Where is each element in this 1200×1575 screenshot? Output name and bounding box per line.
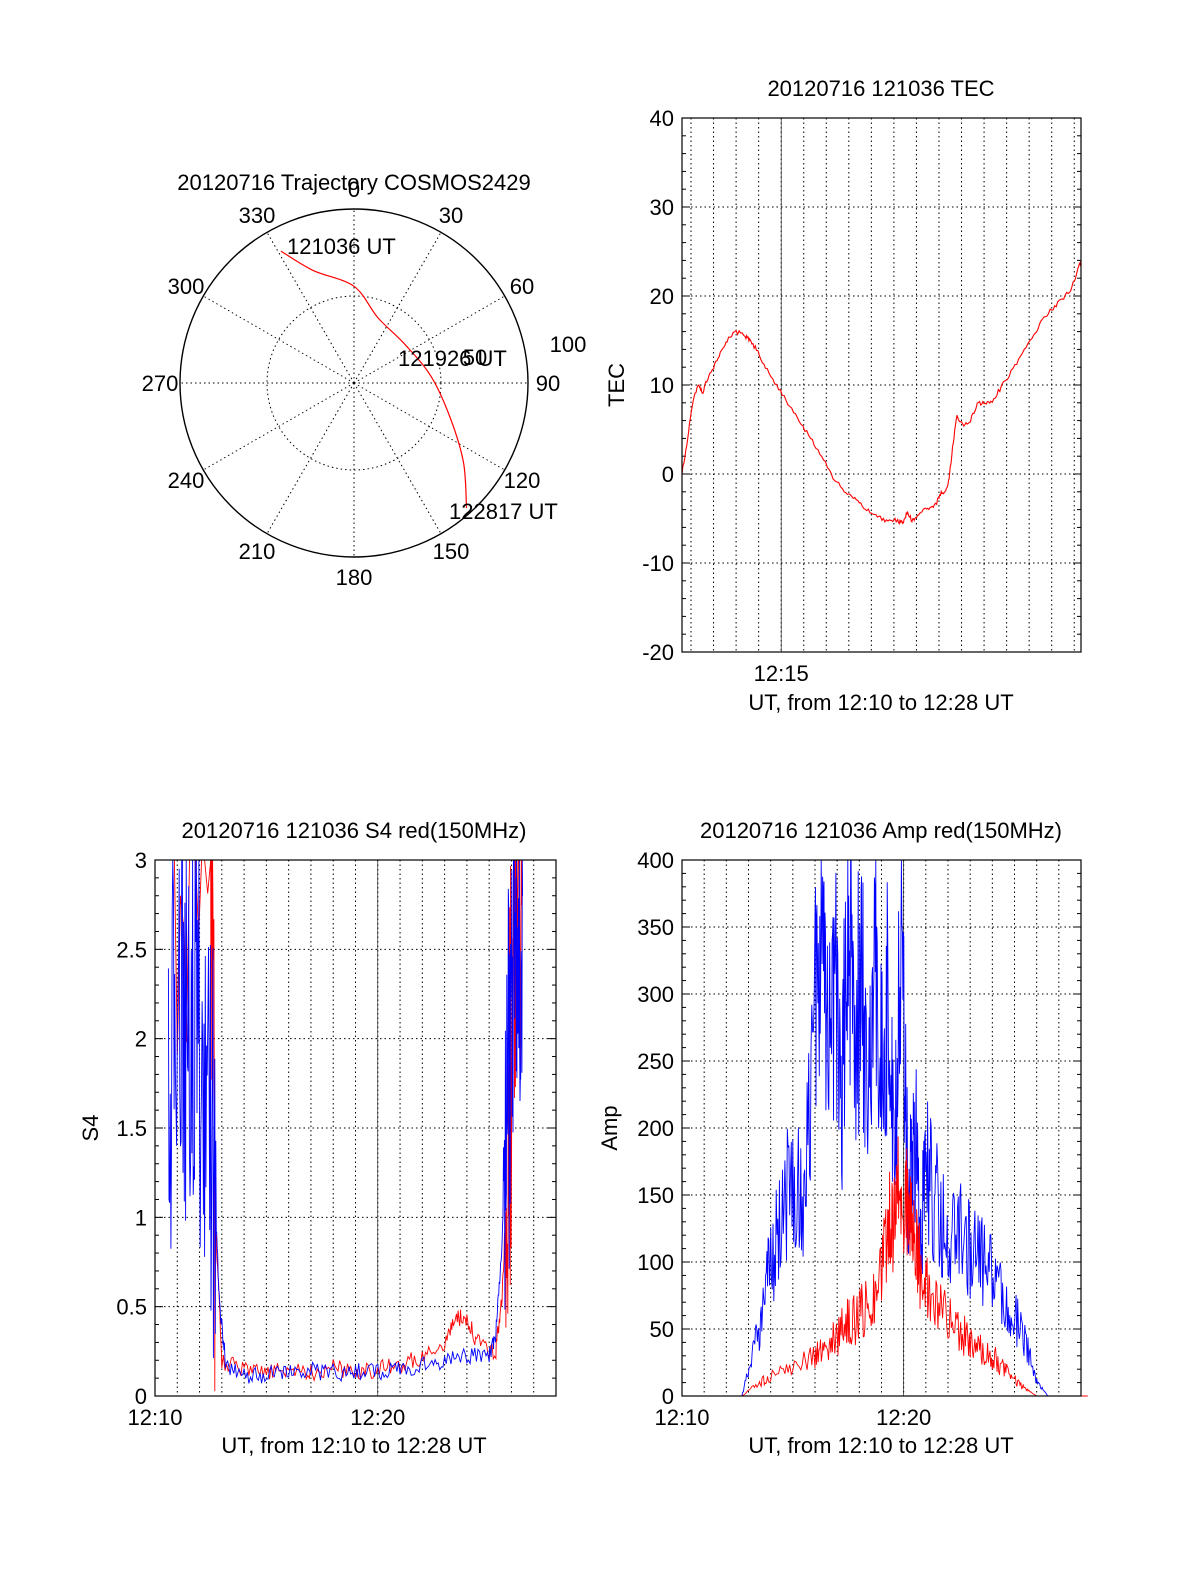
s4-x-tick-label: 12:10 [127,1405,182,1430]
tec-series-red-line [681,260,1082,526]
amp-panel: 20120716 121036 Amp red(150MHz) 400 350 30… [597,818,1088,1458]
tec-y-tick-label: -20 [642,640,674,665]
amp-y-tick-label: 300 [637,982,674,1007]
polar-azimuth-label-300: 300 [168,274,205,299]
polar-elevation-label-100: 100 [550,332,587,357]
amp-series-red-line [695,1136,1088,1397]
s4-x-tick-labels: 12:10 12:20 [127,1405,405,1430]
s4-y-tick-label: 0.5 [116,1295,147,1320]
polar-spoke-330 [266,232,355,384]
amp-y-tick-label: 200 [637,1116,674,1141]
polar-azimuth-label-0: 0 [348,177,360,202]
amp-plot-frame [681,859,1082,1397]
tec-title: 20120716 121036 TEC [767,76,994,101]
tec-y-axis-label: TEC [604,363,629,407]
tec-grid [682,117,1081,653]
polar-azimuth-labels: 0 30 60 90 120 150 180 210 240 270 300 330 [142,177,561,590]
polar-azimuth-label-330: 330 [239,203,276,228]
amp-series-blue-line [695,859,1088,1397]
s4-series-blue-line [167,859,524,1384]
tec-x-tick-labels: 12:15 [754,661,809,686]
polar-spoke-300 [203,295,355,384]
polar-spoke-30 [353,232,442,384]
polar-elevation-label-50: 50 [463,345,487,370]
tec-plot-frame [681,117,1082,653]
tec-y-tick-label: 0 [662,462,674,487]
s4-y-tick-label: 1.5 [116,1116,147,1141]
tec-series [681,260,1082,526]
s4-y-tick-label: 3 [135,848,147,873]
polar-outer-circle [179,208,529,558]
polar-azimuth-label-90: 90 [536,371,560,396]
polar-grid [179,208,529,558]
s4-title: 20120716 121036 S4 red(150MHz) [182,818,527,843]
s4-y-tick-labels: 3 2.5 2 1.5 1 0.5 0 [116,848,147,1409]
amp-y-tick-labels: 400 350 300 250 200 150 100 50 0 [637,848,674,1409]
amp-y-tick-label: 250 [637,1049,674,1074]
tec-y-tick-label: -10 [642,551,674,576]
polar-spoke-210 [266,382,355,534]
trajectory-end-time-label: 122817 UT [449,499,558,524]
s4-panel: 20120716 121036 S4 red(150MHz) 3 2.5 2 1.5 1… [78,818,557,1458]
polar-azimuth-label-210: 210 [239,539,276,564]
s4-x-axis-label: UT, from 12:10 to 12:28 UT [221,1433,486,1458]
polar-azimuth-label-120: 120 [504,468,541,493]
polar-azimuth-label-150: 150 [433,539,470,564]
s4-y-tick-label: 2.5 [116,937,147,962]
tec-y-tick-label: 10 [650,373,674,398]
s4-plot-frame [154,859,557,1397]
polar-azimuth-label-180: 180 [336,565,373,590]
s4-series-red-line [168,859,523,1392]
amp-y-tick-label: 150 [637,1183,674,1208]
amp-y-tick-label: 0 [662,1384,674,1409]
polar-spoke-240 [203,382,355,471]
s4-y-axis-label: S4 [78,1115,103,1142]
tec-y-tick-labels: 40 30 20 10 0 -10 -20 [642,106,674,665]
amp-x-tick-label: 12:10 [654,1405,709,1430]
tec-panel: 20120716 121036 TEC 40 30 20 10 0 -10 -20 12:1… [604,76,1082,715]
polar-azimuth-label-30: 30 [439,203,463,228]
amp-y-tick-label: 100 [637,1250,674,1275]
s4-y-tick-label: 2 [135,1027,147,1052]
trajectory-track-line [280,250,468,509]
amp-y-tick-label: 50 [650,1317,674,1342]
trajectory-mid-time-label: 121926 UT [398,346,507,371]
amp-x-tick-label: 12:20 [876,1405,931,1430]
polar-azimuth-label-270: 270 [142,371,179,396]
amp-series [695,859,1088,1397]
tec-x-axis-label: UT, from 12:10 to 12:28 UT [748,690,1013,715]
trajectory-panel: 20120716 Trajectory COSMOS2429 0 30 60 90 12… [142,170,587,590]
polar-spoke-60 [353,295,505,384]
amp-title: 20120716 121036 Amp red(150MHz) [700,818,1062,843]
amp-y-tick-label: 400 [637,848,674,873]
amp-y-axis-label: Amp [597,1105,622,1150]
s4-grid [155,859,556,1397]
s4-series [167,859,524,1392]
polar-azimuth-label-60: 60 [510,274,534,299]
tec-y-tick-label: 20 [650,284,674,309]
tec-x-tick-label: 12:15 [754,661,809,686]
amp-x-tick-labels: 12:10 12:20 [654,1405,931,1430]
amp-x-axis-label: UT, from 12:10 to 12:28 UT [748,1433,1013,1458]
tec-y-tick-label: 30 [650,195,674,220]
polar-spoke-150 [353,382,442,534]
polar-azimuth-label-240: 240 [168,468,205,493]
trajectory-title: 20120716 Trajectory COSMOS2429 [177,170,530,195]
tec-y-tick-label: 40 [650,106,674,131]
trajectory-start-time-label: 121036 UT [287,234,396,259]
s4-y-tick-label: 0 [135,1384,147,1409]
s4-x-tick-label: 12:20 [350,1405,405,1430]
amp-y-tick-label: 350 [637,915,674,940]
polar-spoke-120 [353,382,505,471]
s4-y-tick-label: 1 [135,1205,147,1230]
